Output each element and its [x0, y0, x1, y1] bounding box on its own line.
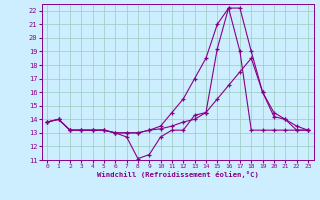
X-axis label: Windchill (Refroidissement éolien,°C): Windchill (Refroidissement éolien,°C) [97, 171, 259, 178]
